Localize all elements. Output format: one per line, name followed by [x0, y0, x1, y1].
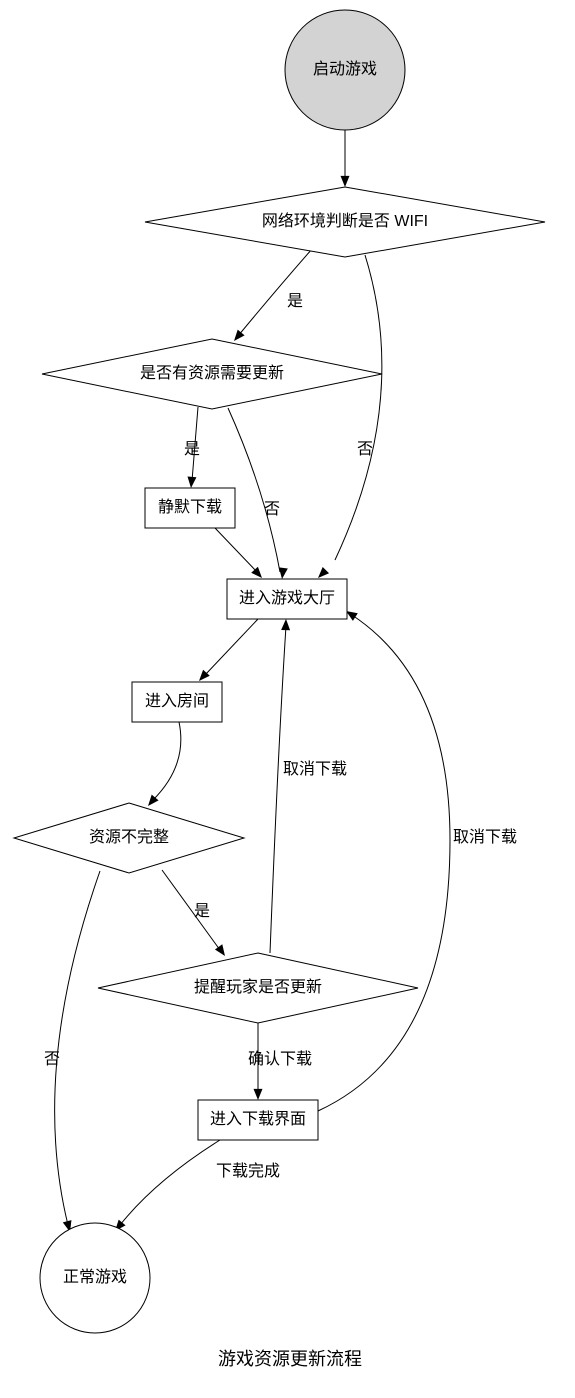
node-label-normal: 正常游戏	[63, 1268, 127, 1286]
edge-e5	[228, 408, 280, 572]
node-label-room: 进入房间	[145, 692, 209, 710]
node-label-incomplete: 资源不完整	[89, 828, 169, 846]
edge-label-e2: 是	[287, 293, 303, 310]
edge-e7	[205, 619, 258, 675]
node-label-need_update: 是否有资源需要更新	[140, 364, 284, 382]
edge-e10	[55, 871, 100, 1225]
diagram-caption: 游戏资源更新流程	[218, 1349, 362, 1369]
edge-e8	[153, 722, 181, 800]
edge-label-e5: 否	[264, 501, 280, 518]
edge-e12	[270, 626, 286, 953]
flowchart-canvas: 是否是否是否确认下载取消下载取消下载下载完成启动游戏网络环境判断是否 WIFI是…	[0, 0, 575, 1398]
edge-e3	[335, 255, 382, 560]
edge-label-e13: 取消下载	[453, 828, 517, 846]
node-label-wifi: 网络环境判断是否 WIFI	[262, 211, 428, 230]
node-label-start: 启动游戏	[313, 60, 377, 78]
node-label-dl_ui: 进入下载界面	[210, 1110, 306, 1128]
node-label-prompt: 提醒玩家是否更新	[194, 978, 322, 996]
edge-e14	[120, 1140, 220, 1225]
edge-label-e12: 取消下载	[283, 760, 347, 778]
node-label-silent_dl: 静默下载	[158, 498, 222, 516]
edge-label-e4: 是	[184, 441, 200, 458]
edge-e13	[318, 615, 450, 1111]
edge-label-e9: 是	[194, 903, 210, 920]
edge-e9	[162, 870, 220, 950]
edge-label-e14: 下载完成	[216, 1162, 280, 1180]
edge-label-e10: 否	[44, 1051, 60, 1068]
node-label-lobby: 进入游戏大厅	[239, 589, 335, 607]
edge-label-e3: 否	[357, 441, 373, 458]
edge-label-e11: 确认下载	[248, 1050, 312, 1068]
edge-e6	[215, 528, 257, 572]
